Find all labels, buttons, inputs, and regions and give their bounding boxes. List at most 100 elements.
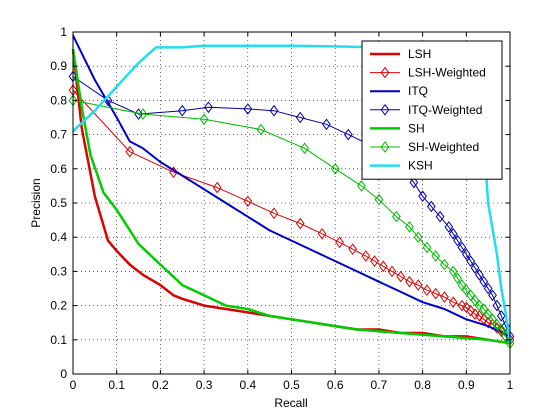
data-point-lsh-weighted — [378, 260, 388, 273]
series-layer — [68, 34, 515, 350]
data-point-sh-weighted — [475, 299, 484, 312]
data-point-lsh-weighted — [413, 279, 423, 291]
y-tick-label: 0.7 — [50, 128, 67, 142]
data-point-lsh-weighted — [396, 270, 406, 283]
data-point-sh-weighted — [431, 250, 441, 262]
data-point-lsh-weighted — [348, 243, 358, 256]
data-point-sh-weighted — [138, 108, 148, 120]
y-tick-label: 0.3 — [50, 264, 67, 278]
data-point-lsh-weighted — [496, 325, 506, 338]
data-point-lsh-weighted — [361, 250, 371, 262]
series-line-itq-weighted — [72, 76, 511, 337]
data-point-itq-weighted — [243, 103, 253, 115]
data-point-lsh-weighted — [448, 296, 458, 309]
data-point-lsh-weighted — [243, 195, 253, 208]
data-point-lsh-weighted — [475, 310, 484, 322]
legend-item-sh: SH — [370, 121, 425, 135]
x-tick-label: 0.7 — [371, 378, 388, 392]
y-tick-label: 0.1 — [50, 333, 67, 347]
x-tick-label: 0.5 — [283, 378, 300, 392]
data-point-itq-weighted — [470, 262, 480, 274]
data-point-lsh-weighted — [269, 207, 279, 220]
y-tick-label: 0.6 — [50, 162, 67, 176]
data-point-lsh-weighted — [461, 301, 471, 314]
data-point-sh-weighted — [496, 323, 506, 336]
data-point-lsh-weighted — [405, 275, 414, 288]
data-point-sh-weighted — [413, 231, 423, 244]
data-point-itq-weighted — [426, 200, 436, 213]
y-tick-label: 0.4 — [50, 230, 67, 244]
data-point-itq-weighted — [479, 275, 489, 288]
y-tick-label: 0.8 — [50, 93, 67, 107]
series-line-itq — [72, 34, 511, 338]
series-sh — [71, 48, 511, 345]
y-tick-label: 0.2 — [50, 299, 67, 313]
y-tick-label: 0.5 — [50, 196, 67, 210]
data-point-sh-weighted — [453, 272, 462, 285]
legend-label-lsh: LSH — [408, 47, 431, 61]
legend-marker-itq-weighted — [380, 103, 390, 116]
series-line-lsh-weighted — [72, 89, 511, 341]
data-point-lsh-weighted — [387, 265, 397, 278]
series-lsh — [71, 48, 511, 345]
data-point-sh-weighted — [488, 313, 497, 326]
series-ksh — [72, 44, 512, 344]
data-point-sh-weighted — [330, 162, 340, 175]
legend-label-lsh-weighted: LSH-Weighted — [408, 66, 486, 80]
data-point-sh-weighted — [457, 279, 467, 291]
x-tick-label: 0.4 — [239, 378, 256, 392]
series-line-sh — [71, 48, 511, 345]
data-point-itq-weighted — [177, 104, 187, 117]
y-axis-label: Precision — [29, 178, 43, 227]
data-point-itq-weighted — [496, 310, 506, 322]
data-point-lsh-weighted — [440, 291, 449, 303]
data-point-itq-weighted — [418, 190, 427, 202]
data-point-itq-weighted — [448, 227, 458, 240]
data-point-itq-weighted — [269, 104, 279, 117]
data-point-sh-weighted — [483, 308, 493, 320]
tick-layer: 0 0.1 0.2 0.3 0.4 0.5 0.6 0.7 0.8 0.9 1 0 0.1 0.2 0.3 0… — [50, 25, 513, 392]
data-point-itq-weighted — [483, 282, 493, 295]
data-point-sh-weighted — [405, 221, 414, 233]
data-point-lsh-weighted — [335, 236, 344, 249]
data-point-itq-weighted — [204, 101, 213, 114]
data-point-sh-weighted — [392, 210, 401, 223]
x-tick-label: 0 — [70, 378, 77, 392]
x-axis-label: Recall — [274, 396, 307, 410]
data-point-itq-weighted — [475, 268, 484, 281]
data-point-itq-weighted — [343, 128, 353, 141]
data-point-sh-weighted — [300, 142, 309, 155]
legend-item-sh-weighted: SH-Weighted — [370, 140, 479, 154]
data-point-sh-weighted — [357, 180, 366, 192]
series-line-lsh — [71, 48, 511, 345]
legend-label-itq: ITQ — [408, 84, 428, 98]
x-tick-label: 0.8 — [414, 378, 431, 392]
legend-label-itq-weighted: ITQ-Weighted — [408, 103, 482, 117]
data-point-itq-weighted — [466, 255, 476, 267]
data-point-sh-weighted — [479, 303, 489, 315]
data-point-sh-weighted — [374, 193, 384, 206]
data-point-itq-weighted — [322, 118, 331, 131]
legend-item-itq-weighted: ITQ-Weighted — [370, 103, 482, 117]
y-tick-label: 0.9 — [50, 59, 67, 73]
data-point-sh-weighted — [448, 265, 458, 278]
legend-item-lsh: LSH — [370, 47, 431, 61]
data-point-itq-weighted — [457, 241, 467, 254]
data-point-sh-weighted — [492, 318, 502, 331]
legend-item-lsh-weighted: LSH-Weighted — [370, 66, 486, 80]
data-point-lsh-weighted — [431, 287, 441, 300]
data-point-sh-weighted — [199, 113, 209, 126]
data-point-sh-weighted — [440, 258, 449, 271]
x-tick-label: 1 — [507, 378, 514, 392]
data-point-lsh-weighted — [212, 181, 222, 194]
y-tick-label: 0 — [60, 367, 67, 381]
legend-marker-lsh-weighted — [380, 66, 390, 79]
data-point-sh-weighted — [256, 123, 266, 136]
legend-item-itq: ITQ — [370, 84, 428, 98]
legend-item-ksh: KSH — [370, 159, 433, 173]
data-point-sh-weighted — [461, 284, 471, 297]
y-tick-label: 1 — [60, 25, 67, 39]
data-point-sh-weighted — [422, 241, 432, 254]
data-point-lsh-weighted — [317, 227, 327, 240]
